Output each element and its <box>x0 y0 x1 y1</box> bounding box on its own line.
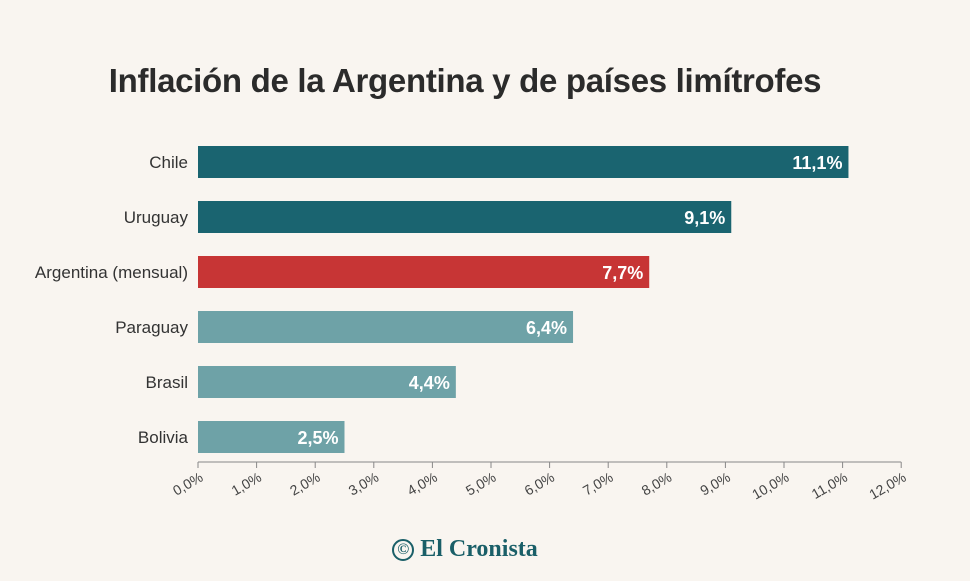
x-axis: 0,0% 1,0% 2,0% 3,0% 4,0% 5,0% 6,0% 7,0% 8,0% 9,0%… <box>170 461 909 503</box>
chart-title: Inflación de la Argentina y de países li… <box>108 62 822 99</box>
bar <box>198 421 345 453</box>
category-label: Argentina (mensual) <box>35 263 188 282</box>
category-label: Uruguay <box>124 208 189 227</box>
x-tick-label: 11,0% <box>809 469 850 502</box>
bar <box>198 146 849 178</box>
x-tick-label: 1,0% <box>228 469 264 499</box>
publisher-logo: © El Cronista <box>0 536 930 563</box>
x-tick-label: 4,0% <box>404 469 440 499</box>
x-tick-label: 12,0% <box>866 469 908 503</box>
x-tick-label: 3,0% <box>346 469 382 499</box>
bar <box>198 366 456 398</box>
logo-text: El Cronista <box>420 536 538 562</box>
category-label: Bolivia <box>138 428 189 447</box>
category-label: Chile <box>149 153 188 172</box>
category-label: Brasil <box>145 373 188 392</box>
x-tick-label: 10,0% <box>749 469 791 503</box>
bar-value-label: 2,5% <box>297 428 338 448</box>
copyright-icon: © <box>392 538 415 561</box>
x-tick-label: 0,0% <box>170 469 206 499</box>
x-tick-label: 8,0% <box>639 469 675 499</box>
category-label: Paraguay <box>115 318 188 337</box>
x-tick-label: 6,0% <box>521 469 557 499</box>
bar-value-label: 7,7% <box>602 263 643 283</box>
bar-value-label: 11,1% <box>792 153 842 173</box>
bar <box>198 256 650 288</box>
bar <box>198 201 732 233</box>
x-tick-label: 5,0% <box>463 469 499 499</box>
bar-value-label: 4,4% <box>409 373 450 393</box>
bar <box>198 311 574 343</box>
bar-value-label: 6,4% <box>526 318 567 338</box>
x-tick-label: 2,0% <box>287 469 323 499</box>
bars-group: Chile 11,1% Uruguay 9,1% Argentina (mensual)… <box>35 146 849 453</box>
x-tick-label: 7,0% <box>580 469 616 499</box>
x-tick-label: 9,0% <box>697 469 733 499</box>
bar-value-label: 9,1% <box>684 208 725 228</box>
